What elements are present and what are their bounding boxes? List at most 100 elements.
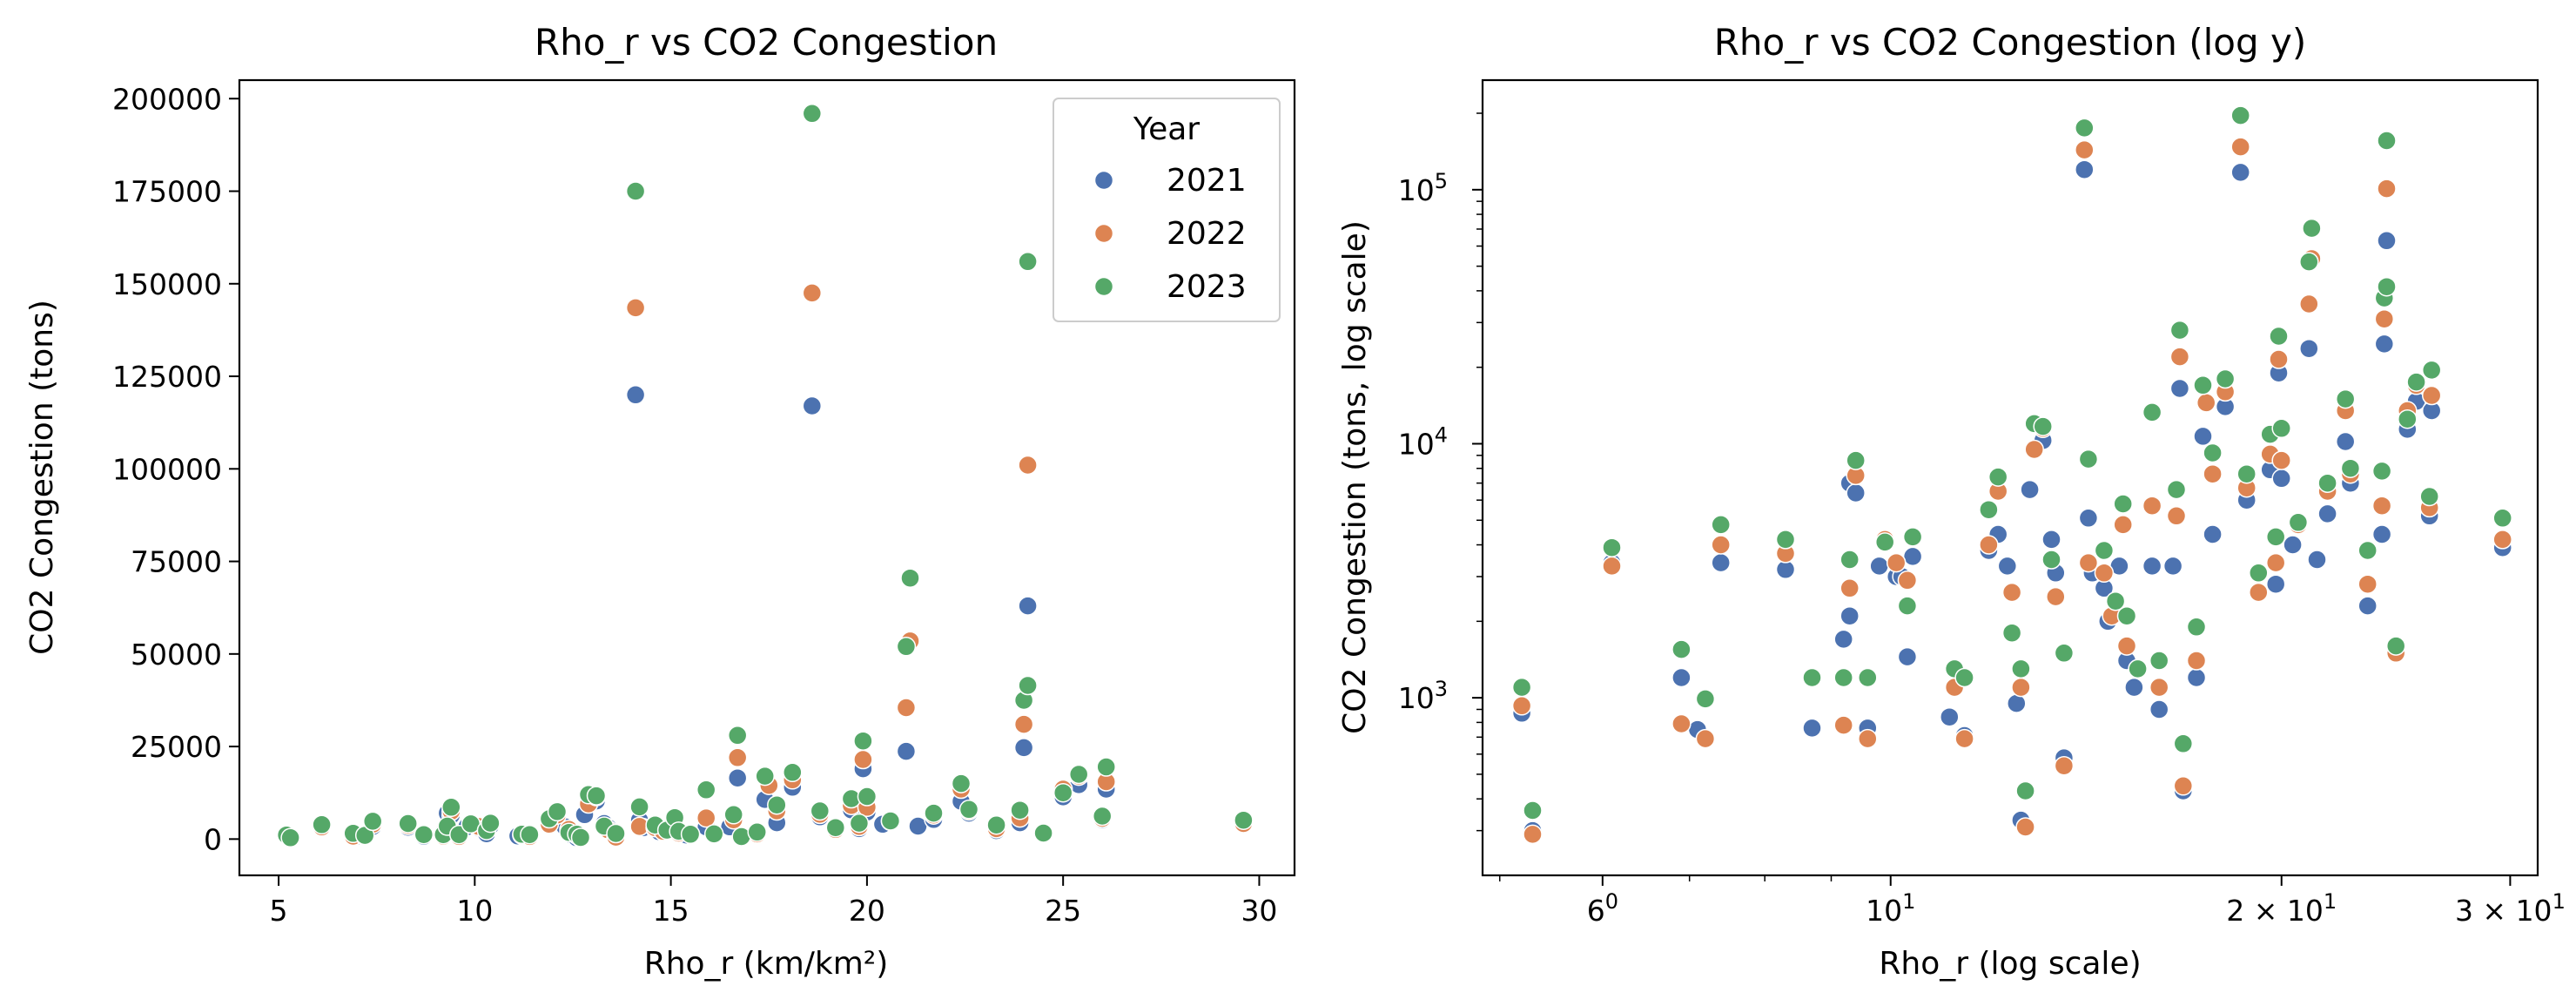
left-point-2022-41 (802, 283, 823, 303)
right-point-2023-52 (2317, 473, 2337, 493)
right-point-2023-17 (1979, 499, 1999, 520)
right-point-2022-20 (2015, 817, 2035, 837)
left-point-2023-51 (900, 568, 920, 588)
right-x-axis-label: Rho_r (log scale) (1879, 946, 2141, 982)
right-point-2023-13 (1897, 596, 1918, 616)
right-point-2022-35 (2169, 347, 2190, 367)
right-point-2023-60 (2385, 636, 2406, 656)
right-point-2023-37 (2173, 733, 2194, 754)
right-point-2023-11 (1858, 667, 1878, 688)
right-point-2021-56 (2307, 550, 2327, 570)
left-x-tick-label: 25 (1045, 894, 1081, 928)
right-point-2023-2 (1602, 537, 1622, 557)
legend-label-2021: 2021 (1167, 163, 1247, 199)
left-point-2022-35 (727, 747, 748, 768)
right-point-2022-33 (2149, 677, 2169, 698)
right-point-2023-53 (2335, 388, 2356, 409)
right-chart-title: Rho_r vs CO2 Congestion (log y) (1714, 21, 2307, 64)
right-point-2021-41 (2169, 378, 2190, 399)
left-y-tick-label: 200000 (112, 82, 222, 116)
right-point-2023-34 (2149, 651, 2169, 671)
right-point-2022-43 (2249, 582, 2269, 603)
right-point-2022-45 (2265, 552, 2286, 573)
legend-title: Year (1133, 111, 1200, 147)
left-point-2023-63 (1092, 806, 1113, 827)
left-point-2023-25 (606, 823, 626, 844)
right-point-2023-41 (2215, 368, 2236, 389)
right-point-2021-3 (1671, 667, 1692, 688)
right-y-tick-label: 103 (1398, 677, 1448, 715)
right-point-2023-14 (1902, 527, 1923, 547)
right-plot-frame (1481, 78, 2539, 877)
right-x-tick-label: 2 × 101 (2226, 889, 2337, 928)
right-point-2022-38 (2196, 393, 2216, 413)
left-point-2021-47 (802, 395, 823, 416)
right-point-2021-25 (2020, 479, 2040, 500)
right-point-2023-39 (2193, 375, 2213, 395)
right-point-2021-45 (2203, 524, 2223, 544)
legend: Year 2021 2022 2023 (1053, 98, 1281, 322)
right-point-2021-55 (2299, 338, 2319, 359)
left-point-2023-21 (570, 827, 591, 847)
left-point-2023-41 (783, 762, 803, 783)
right-point-2021-31 (2078, 508, 2099, 529)
right-point-2023-46 (2265, 527, 2286, 547)
right-point-2022-25 (2075, 139, 2095, 160)
right-point-2022-30 (2116, 636, 2137, 656)
right-point-2023-50 (2299, 252, 2319, 272)
right-x-ticks: 60 101 2 × 101 3 × 101 (1498, 875, 2566, 928)
right-point-2021-13 (1869, 556, 1889, 577)
right-point-2023-6 (1775, 530, 1796, 550)
left-point-2023-44 (825, 817, 846, 838)
left-point-2023-27 (629, 797, 649, 817)
right-point-2023-42 (2230, 105, 2250, 125)
right-point-2022-32 (2142, 496, 2162, 516)
right-point-2021-8 (1833, 629, 1853, 650)
right-point-2023-43 (2236, 463, 2257, 484)
left-point-2023-56 (1010, 800, 1030, 820)
right-point-2023-24 (2041, 550, 2061, 570)
right-point-2023-63 (2419, 486, 2439, 507)
right-point-2021-57 (2317, 503, 2337, 524)
left-point-2023-43 (810, 800, 831, 821)
right-point-2023-40 (2203, 442, 2223, 463)
right-point-2022-23 (2046, 586, 2066, 607)
right-point-2022-10 (1858, 728, 1878, 749)
right-chart: Rho_r vs CO2 Congestion (log y) 60 101 2 ×… (1337, 21, 2566, 982)
right-point-2022-1 (1523, 824, 1543, 845)
right-point-2023-48 (2271, 418, 2291, 439)
right-point-2021-18 (1940, 706, 1960, 727)
left-x-tick-label: 10 (456, 894, 493, 928)
right-point-2022-2 (1602, 556, 1622, 577)
left-point-2022-32 (696, 807, 716, 828)
right-point-2022-34 (2166, 506, 2187, 526)
left-point-2023-39 (755, 766, 775, 787)
right-point-2023-61 (2398, 408, 2418, 429)
right-point-2023-20 (2011, 658, 2031, 679)
left-x-tick-label: 30 (1241, 894, 1277, 928)
right-point-2022-37 (2186, 651, 2207, 671)
right-point-2023-1 (1523, 800, 1543, 820)
right-point-2022-15 (1954, 728, 1974, 749)
right-point-2022-62 (2421, 385, 2442, 406)
right-point-2021-54 (2283, 535, 2303, 555)
left-point-2023-61 (1053, 782, 1073, 803)
right-point-2022-7 (1833, 715, 1853, 735)
right-point-2023-58 (2377, 276, 2397, 297)
right-point-2023-26 (2075, 118, 2095, 138)
right-points (1511, 105, 2512, 845)
right-point-2021-44 (2193, 426, 2213, 447)
right-point-2023-30 (2113, 494, 2133, 514)
right-point-2022-19 (2011, 677, 2031, 698)
right-point-2022-21 (2024, 439, 2044, 460)
left-point-2021-30 (625, 385, 646, 405)
right-point-2022-13 (1897, 571, 1918, 591)
right-point-2023-38 (2186, 617, 2207, 638)
left-point-2023-42 (802, 104, 823, 124)
right-point-2021-9 (1840, 605, 1860, 626)
left-point-2021-55 (896, 741, 917, 761)
right-point-2022-12 (1886, 552, 1907, 573)
left-point-2023-58 (1018, 675, 1038, 696)
right-point-2021-61 (2371, 524, 2392, 544)
left-chart-title: Rho_r vs CO2 Congestion (535, 21, 998, 64)
